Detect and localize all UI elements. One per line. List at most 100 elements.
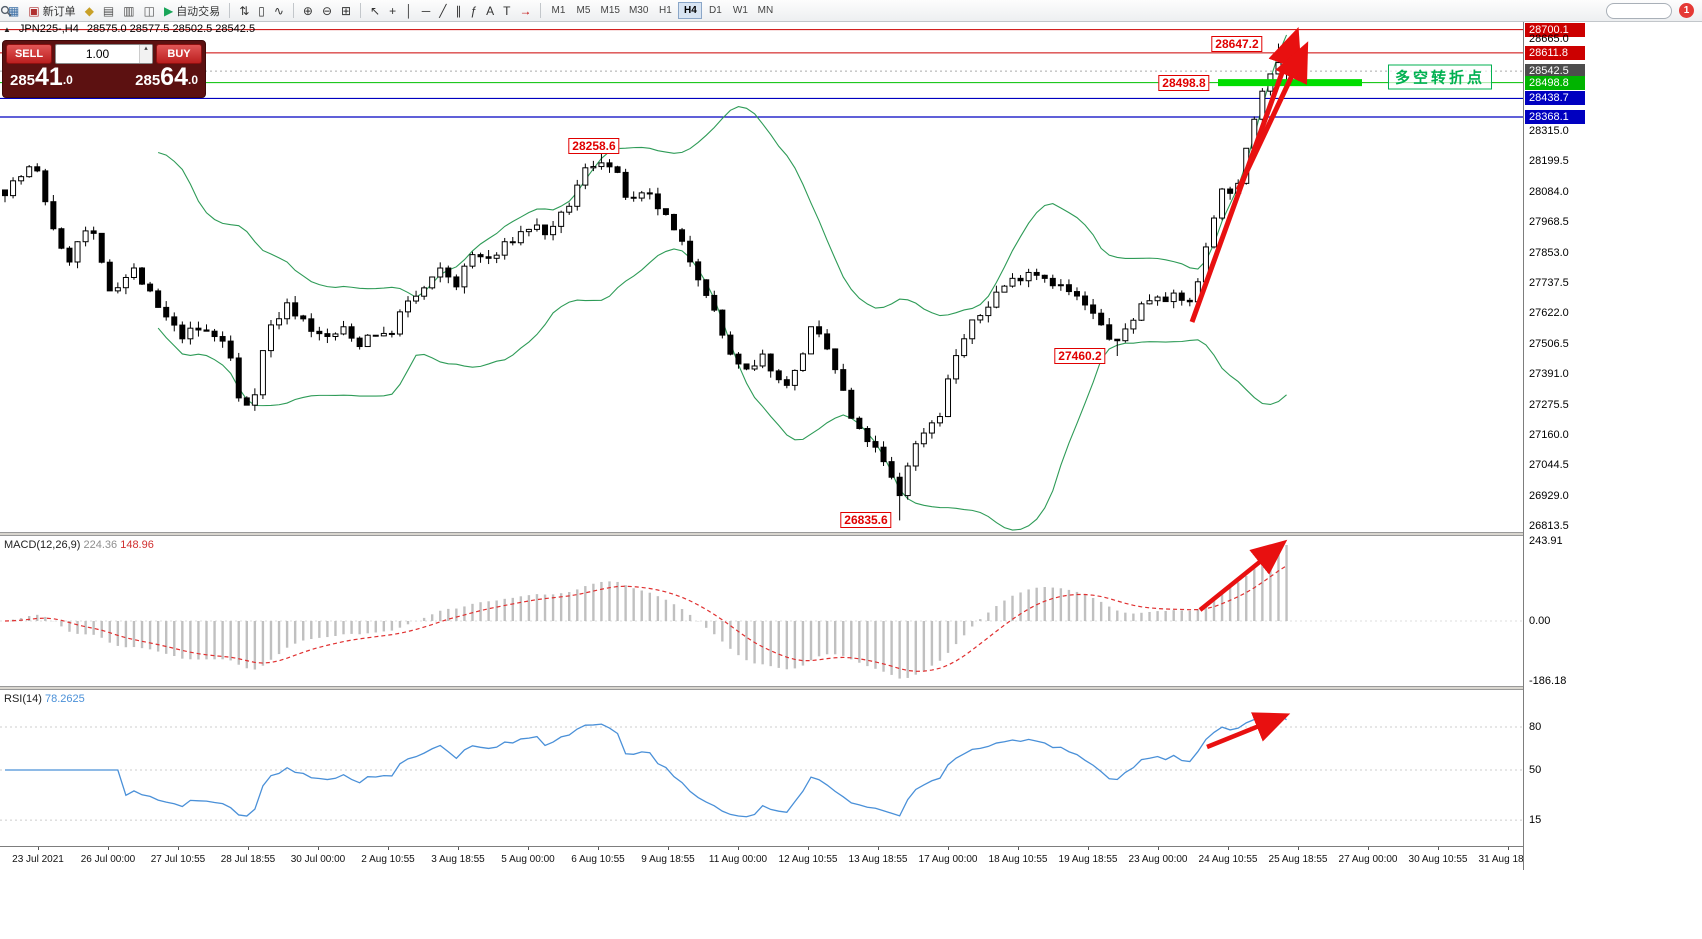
chart-expand-icon[interactable]: ▲ [3, 24, 11, 34]
volume-decrease-button[interactable] [140, 54, 152, 63]
cursor-tool-icon: ↖ [370, 3, 381, 18]
time-axis-label: 31 Aug 18:55 [1478, 854, 1538, 865]
price-axis-label: 28498.8 [1525, 75, 1585, 90]
time-axis-label: 26 Jul 00:00 [80, 854, 136, 865]
buy-button[interactable]: BUY [156, 44, 202, 64]
price-axis-label: 243.91 [1529, 535, 1563, 547]
time-axis-tick [248, 847, 249, 850]
bar-chart-button[interactable]: ⇅ [235, 2, 253, 20]
timeframe-button-m30[interactable]: M30 [628, 5, 649, 16]
price-axis-label: 27506.5 [1529, 337, 1569, 350]
time-axis-tick [948, 847, 949, 850]
time-axis-tick [808, 847, 809, 850]
compass-button[interactable]: ◆ [81, 2, 98, 20]
macd-indicator-canvas[interactable] [0, 536, 1523, 686]
time-axis-tick [108, 847, 109, 850]
time-axis-label: 23 Aug 00:00 [1128, 854, 1188, 865]
zoom-out-button[interactable]: ⊖ [318, 2, 336, 20]
time-axis-tick [178, 847, 179, 850]
rsi-label: RSI(14) 78.2625 [4, 693, 85, 705]
line-chart-button[interactable]: ∿ [270, 2, 288, 20]
channel-tool-button[interactable]: ∥ [451, 2, 465, 20]
timeframe-button-m15[interactable]: M15 [600, 5, 620, 16]
zoom-in-button[interactable]: ⊕ [299, 2, 317, 20]
price-axis-label: 28084.0 [1529, 185, 1569, 198]
new-chart-icon: ▦ [8, 3, 20, 18]
horizontal-line-tool-icon: ─ [421, 3, 431, 18]
new-order-button[interactable]: ▣ 新订单 [24, 2, 79, 20]
sell-button[interactable]: SELL [6, 44, 52, 64]
time-axis-tick [1018, 847, 1019, 850]
navigator-button[interactable]: ◫ [140, 2, 159, 20]
new-order-button-label: 新订单 [42, 5, 76, 18]
chart-ohlc-line: ▲ JPN225-,H4 28575.0 28577.5 28502.5 285… [3, 23, 255, 35]
main-chart-canvas[interactable] [0, 22, 1523, 532]
chart-window-jpn225: ▲ JPN225-,H4 28575.0 28577.5 28502.5 285… [0, 22, 1600, 939]
panel-divider[interactable] [0, 686, 1600, 690]
trendline-tool-button[interactable]: ╱ [435, 2, 450, 20]
crosshair-tool-button[interactable]: + [385, 2, 400, 20]
time-axis-label: 30 Aug 10:55 [1408, 854, 1468, 865]
search-icon [0, 5, 12, 17]
price-axis-label: 26813.5 [1529, 520, 1569, 533]
price-axis-label: 27391.0 [1529, 368, 1569, 381]
fibonacci-tool-icon: ƒ [470, 3, 478, 18]
time-axis-label: 19 Aug 18:55 [1058, 854, 1118, 865]
data-window-button[interactable]: ▥ [119, 2, 138, 20]
panel-divider[interactable] [0, 532, 1600, 536]
time-axis[interactable]: 23 Jul 2021 26 Jul 00:00 27 Jul 10:55 28 Ju… [0, 846, 1600, 870]
notification-badge[interactable]: 1 [1679, 3, 1694, 18]
volume-value[interactable]: 1.00 [85, 47, 110, 61]
label-tool-button[interactable]: T [499, 2, 514, 20]
volume-increase-button[interactable]: ▴ [140, 45, 152, 54]
arrow-tool-button[interactable]: → [515, 2, 535, 20]
timeframe-button-d1[interactable]: D1 [708, 5, 722, 16]
time-axis-label: 11 Aug 00:00 [708, 854, 768, 865]
vertical-line-tool-button[interactable]: │ [401, 2, 417, 20]
text-tool-button[interactable]: A [482, 2, 498, 20]
time-axis-label: 24 Aug 10:55 [1198, 854, 1258, 865]
timeframe-button-m1[interactable]: M1 [551, 5, 566, 16]
volume-field[interactable]: 1.00 ▴ [55, 44, 153, 64]
tile-windows-button[interactable]: ⊞ [337, 2, 355, 20]
time-axis-tick [528, 847, 529, 850]
toolbar-separator [229, 3, 231, 18]
price-axis-label: 27275.5 [1529, 398, 1569, 411]
zoom-in-icon: ⊕ [302, 3, 313, 18]
market-watch-button[interactable]: ▤ [99, 2, 118, 20]
time-axis-tick [388, 847, 389, 850]
price-axis-label: 27968.5 [1529, 216, 1569, 229]
text-tool-icon: A [486, 3, 495, 18]
timeframe-button-m5[interactable]: M5 [576, 5, 591, 16]
time-axis-label: 30 Jul 00:00 [290, 854, 346, 865]
new-chart-button[interactable]: ▦ [4, 2, 23, 20]
time-axis-tick [1368, 847, 1369, 850]
compass-icon: ◆ [84, 3, 94, 18]
horizontal-line-tool-button[interactable]: ─ [418, 2, 435, 20]
price-axis[interactable]: 28315.0 28199.5 28084.0 27968.5 27853.0 27737… [1523, 22, 1600, 870]
bar-chart-icon: ⇅ [239, 3, 250, 18]
time-axis-label: 27 Aug 00:00 [1338, 854, 1398, 865]
timeframe-button-h4[interactable]: H4 [678, 2, 703, 19]
toolbar-right: 1 [0, 2, 1698, 19]
time-axis-tick [1158, 847, 1159, 850]
timeframe-button-w1[interactable]: W1 [732, 5, 748, 16]
rsi-indicator-canvas[interactable] [0, 690, 1523, 846]
price-axis-label: 28542.5 [1525, 64, 1585, 79]
crosshair-tool-icon: + [389, 3, 397, 18]
price-axis-label: 50 [1529, 764, 1542, 776]
timeframe-button-mn[interactable]: MN [757, 5, 774, 16]
time-axis-label: 18 Aug 10:55 [988, 854, 1048, 865]
chart-ohlc-values: 28575.0 28577.5 28502.5 28542.5 [86, 23, 256, 35]
candlestick-chart-button[interactable]: ▯ [254, 2, 269, 20]
timeframe-button-h1[interactable]: H1 [658, 5, 672, 16]
fibonacci-tool-button[interactable]: ƒ [466, 2, 481, 20]
time-axis-tick [878, 847, 879, 850]
time-axis-tick [1508, 847, 1509, 850]
price-axis-label: 28665.0 [1529, 32, 1569, 45]
autotrading-button[interactable]: ▶ 自动交易 [160, 2, 224, 20]
cursor-tool-button[interactable]: ↖ [366, 2, 384, 20]
toolbar-separator [360, 3, 362, 18]
search-input[interactable] [0, 2, 1672, 19]
price-axis-label: 0.00 [1529, 615, 1551, 627]
